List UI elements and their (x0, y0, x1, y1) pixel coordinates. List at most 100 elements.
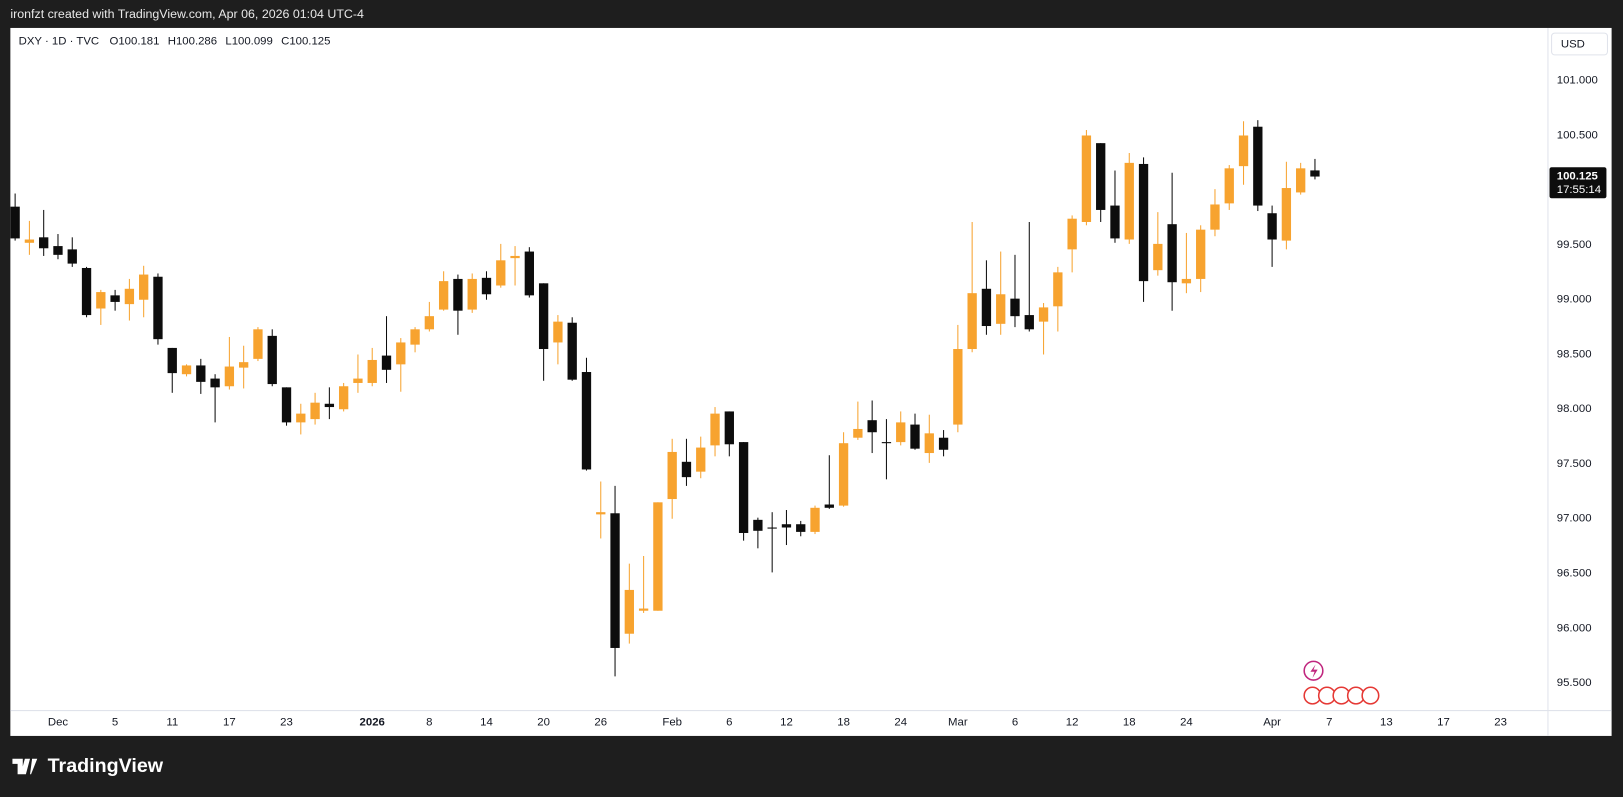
candle-body (153, 276, 163, 340)
candle-body (424, 316, 435, 330)
candle-body (210, 378, 220, 388)
event-flag[interactable] (1361, 686, 1380, 705)
candle-body (110, 295, 120, 302)
candle-body (1196, 229, 1206, 279)
price-tag-value: 100.125 (1557, 171, 1599, 183)
candle-body (824, 504, 834, 508)
currency-box[interactable] (1551, 32, 1608, 56)
y-tick-label: 98.000 (1557, 403, 1592, 415)
candle-body (553, 321, 563, 343)
candle-body (296, 413, 306, 423)
candle-body (39, 237, 49, 249)
x-tick-label: 5 (112, 716, 118, 728)
candle-body (924, 433, 934, 454)
candle-body (381, 355, 392, 370)
legend-label: H (168, 35, 176, 47)
x-tick-label: 23 (1494, 716, 1507, 728)
x-tick-label: 6 (726, 716, 732, 728)
candle-body (867, 420, 877, 433)
candle-body (910, 424, 920, 449)
candle-body (81, 267, 92, 316)
legend-value: 100.125 (289, 35, 330, 47)
candle-body (710, 413, 720, 446)
events (1303, 660, 1380, 705)
currency[interactable]: USD (1561, 39, 1585, 51)
x-tick-label: 18 (1123, 716, 1136, 728)
candle-body (438, 281, 449, 310)
candle-body (581, 372, 592, 470)
candle-body (567, 322, 577, 380)
candle-body (896, 422, 906, 443)
candle-body (453, 278, 463, 311)
x-tick-label: 12 (1066, 716, 1079, 728)
price-tag (1549, 167, 1607, 199)
candle-body (1110, 205, 1120, 239)
candle-body (10, 206, 20, 239)
legend: DXY · 1D · TVC O100.181 H100.286 L100.099 C1… (19, 35, 331, 47)
y-tick-label: 98.500 (1557, 348, 1592, 360)
legend-label: O (109, 35, 118, 47)
candle-body (696, 447, 706, 472)
y-tick-label: 99.000 (1557, 294, 1592, 306)
candle-body (796, 524, 806, 532)
x-tick-label: 17 (223, 716, 236, 728)
candle-body (1296, 168, 1306, 193)
candle-body (353, 378, 363, 383)
candle-body (1124, 162, 1134, 240)
candle-body (67, 249, 77, 264)
candle-body (1210, 204, 1220, 230)
legend-label: L (225, 35, 231, 47)
x-tick-label: 2026 (360, 716, 385, 728)
candle-body (96, 292, 106, 309)
x-tick-label: Feb (662, 716, 682, 728)
candle-body (1081, 135, 1092, 222)
candle-body (981, 288, 992, 327)
candle-body (310, 402, 320, 420)
candle-body (267, 335, 277, 385)
y-tick-label: 96.000 (1557, 622, 1592, 634)
chart-panel (10, 27, 1612, 736)
candle-body (667, 451, 677, 500)
candle-body (1281, 188, 1292, 241)
x-tick-label: 23 (280, 716, 293, 728)
x-tick-label: 7 (1326, 716, 1332, 728)
candle-body (681, 461, 692, 478)
candle-body (167, 347, 177, 374)
legend-label: C (281, 35, 289, 47)
event-bolt (1310, 664, 1318, 678)
candle-body (781, 524, 792, 528)
candle-body (953, 349, 963, 425)
candle-body (1267, 213, 1277, 240)
candle-body (538, 283, 549, 350)
candle-body (281, 387, 292, 423)
x-tick-label: 18 (837, 716, 850, 728)
candle-body (253, 329, 263, 359)
candle-body (1096, 143, 1106, 210)
candle-body (338, 386, 349, 410)
symbol: DXY · 1D · TVC (19, 35, 100, 47)
candle-body (653, 502, 663, 611)
candle-body (967, 293, 977, 350)
legend-value: 100.099 (232, 35, 273, 47)
legend-value: 100.286 (176, 35, 217, 47)
candle-body (239, 362, 249, 368)
brand: TradingView (48, 755, 164, 777)
x-tick-label: 17 (1437, 716, 1450, 728)
caption: ironfzt created with TradingView.com, Ap… (10, 7, 364, 21)
x-tick-label: 26 (594, 716, 607, 728)
candle-body (1038, 307, 1049, 322)
candle-body (367, 359, 377, 383)
candle-body (124, 288, 135, 305)
y-tick-label: 97.500 (1557, 458, 1592, 470)
candle-body (196, 365, 206, 382)
candle-body (938, 437, 949, 450)
candle-body (1067, 218, 1077, 250)
candle-body (1010, 298, 1020, 317)
candle-body (853, 428, 863, 438)
candle-body (1167, 224, 1177, 283)
y-tick-label: 100.500 (1557, 129, 1598, 141)
candle-body (139, 274, 149, 300)
x-tick-label: 24 (894, 716, 907, 728)
x-tick-label: Apr (1263, 716, 1281, 728)
